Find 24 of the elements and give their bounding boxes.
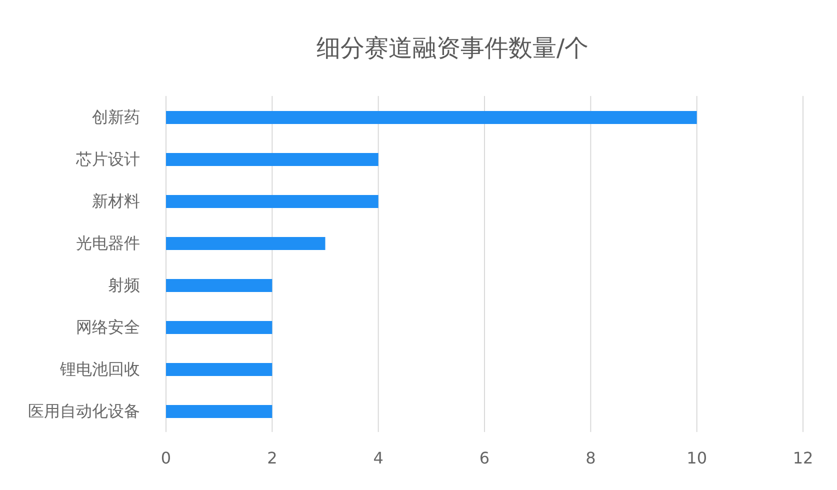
bar: [166, 237, 326, 250]
bar: [166, 363, 272, 376]
bar: [166, 111, 697, 124]
y-tick-label: 锂电池回收: [59, 360, 140, 379]
y-tick-label: 医用自动化设备: [28, 402, 140, 421]
bar: [166, 153, 378, 166]
x-tick-label: 6: [479, 448, 490, 468]
y-tick-label: 新材料: [92, 192, 140, 211]
bar: [166, 405, 272, 418]
y-tick-label: 射频: [108, 276, 140, 295]
x-tick-label: 12: [792, 448, 814, 468]
chart-title: 细分赛道融资事件数量/个: [315, 33, 590, 64]
x-tick-label: 10: [686, 448, 708, 468]
bar: [166, 279, 272, 292]
y-tick-label: 光电器件: [76, 234, 140, 253]
x-tick-label: 0: [160, 448, 172, 468]
bar: [166, 321, 272, 334]
y-tick-label: 芯片设计: [75, 150, 140, 169]
y-tick-label: 创新药: [92, 108, 140, 127]
x-tick-label: 4: [373, 448, 384, 468]
y-tick-label: 网络安全: [76, 318, 140, 337]
x-tick-label: 8: [586, 448, 596, 468]
bar: [166, 195, 378, 208]
x-tick-label: 2: [267, 448, 278, 468]
